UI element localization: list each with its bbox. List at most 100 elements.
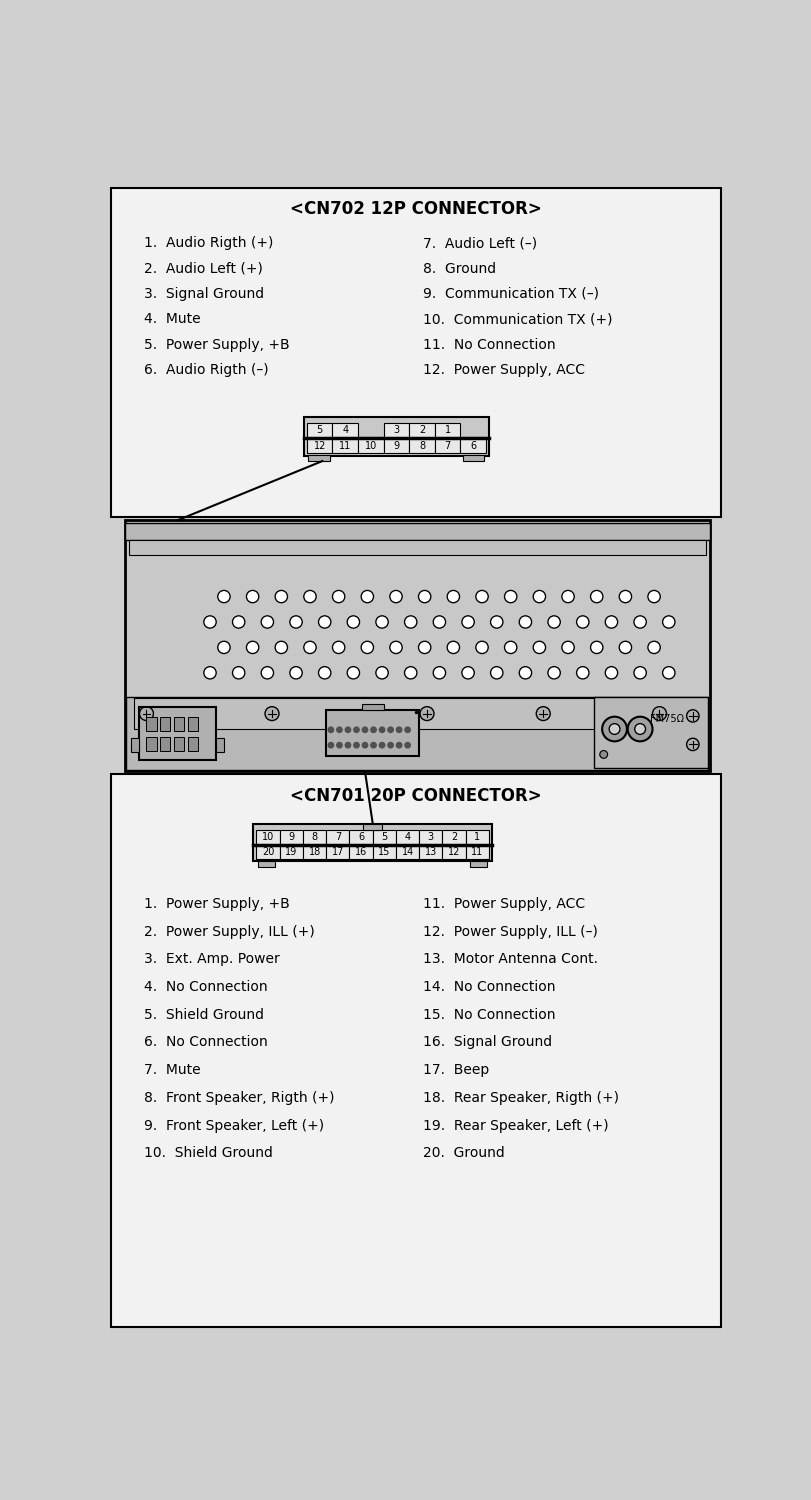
Circle shape [246, 640, 259, 654]
Circle shape [332, 640, 345, 654]
Circle shape [204, 616, 216, 628]
Text: 15: 15 [378, 847, 390, 856]
Bar [434, 423, 460, 438]
Bar [383, 423, 409, 438]
Text: 10: 10 [364, 441, 376, 450]
Circle shape [475, 640, 487, 654]
Bar [396, 830, 418, 844]
Circle shape [337, 742, 341, 748]
Bar [174, 717, 184, 730]
Bar [349, 830, 372, 844]
Circle shape [275, 640, 287, 654]
Circle shape [345, 728, 350, 732]
Circle shape [576, 616, 588, 628]
Circle shape [405, 742, 410, 748]
Text: 5: 5 [381, 833, 387, 842]
Circle shape [261, 666, 273, 680]
Text: 11: 11 [339, 441, 351, 450]
Text: 9: 9 [288, 833, 294, 842]
Text: 5.  Power Supply, +B: 5. Power Supply, +B [144, 338, 290, 352]
Circle shape [379, 728, 384, 732]
Bar [258, 861, 275, 867]
Circle shape [518, 616, 531, 628]
Circle shape [204, 666, 216, 680]
Text: 8.  Front Speaker, Rigth (+): 8. Front Speaker, Rigth (+) [144, 1090, 334, 1106]
Circle shape [419, 706, 433, 720]
Circle shape [432, 666, 445, 680]
Circle shape [217, 591, 230, 603]
Circle shape [275, 591, 287, 603]
Text: 18.  Rear Speaker, Rigth (+): 18. Rear Speaker, Rigth (+) [423, 1090, 618, 1106]
Bar [110, 188, 721, 518]
Bar [131, 738, 139, 752]
Text: 4: 4 [341, 426, 348, 435]
Text: 12.  Power Supply, ACC: 12. Power Supply, ACC [423, 363, 585, 376]
Text: 7.  Mute: 7. Mute [144, 1064, 200, 1077]
Circle shape [535, 706, 550, 720]
Bar [383, 438, 409, 453]
Circle shape [590, 591, 603, 603]
Text: 1: 1 [474, 833, 480, 842]
Circle shape [647, 640, 659, 654]
Text: <CN701 20P CONNECTOR>: <CN701 20P CONNECTOR> [290, 788, 542, 806]
Text: 11: 11 [470, 847, 483, 856]
Text: 8: 8 [311, 833, 317, 842]
Bar [188, 736, 198, 750]
Bar [307, 423, 332, 438]
Text: 5.  Shield Ground: 5. Shield Ground [144, 1008, 264, 1022]
Bar [110, 774, 721, 1328]
Circle shape [246, 591, 259, 603]
Circle shape [290, 616, 302, 628]
Circle shape [264, 706, 279, 720]
Circle shape [232, 616, 245, 628]
Bar [146, 717, 157, 730]
Text: 1: 1 [444, 426, 450, 435]
Text: 9.  Communication TX (–): 9. Communication TX (–) [423, 286, 599, 302]
Circle shape [404, 666, 416, 680]
Text: 6: 6 [470, 441, 475, 450]
Bar [326, 844, 349, 859]
Text: 1.  Audio Rigth (+): 1. Audio Rigth (+) [144, 236, 273, 250]
Bar [253, 825, 491, 861]
Text: 3.  Ext. Amp. Power: 3. Ext. Amp. Power [144, 952, 280, 966]
Bar [349, 844, 372, 859]
Circle shape [389, 640, 401, 654]
Bar [470, 861, 487, 867]
Circle shape [490, 666, 502, 680]
Bar [362, 704, 383, 710]
Text: 7: 7 [334, 833, 341, 842]
Text: 9: 9 [393, 441, 399, 450]
Text: <CN702 12P CONNECTOR>: <CN702 12P CONNECTOR> [290, 201, 542, 219]
Text: 6.  Audio Rigth (–): 6. Audio Rigth (–) [144, 363, 268, 376]
Circle shape [604, 666, 617, 680]
Circle shape [662, 666, 674, 680]
Text: 17.  Beep: 17. Beep [423, 1064, 489, 1077]
Bar [280, 830, 303, 844]
Bar [466, 830, 488, 844]
Bar [161, 736, 170, 750]
Circle shape [619, 640, 631, 654]
Text: 16: 16 [354, 847, 367, 856]
Circle shape [361, 591, 373, 603]
Circle shape [404, 616, 416, 628]
Text: 15.  No Connection: 15. No Connection [423, 1008, 555, 1022]
Bar [372, 830, 396, 844]
Circle shape [389, 591, 401, 603]
Circle shape [375, 666, 388, 680]
Circle shape [475, 591, 487, 603]
Bar [434, 438, 460, 453]
Circle shape [504, 591, 517, 603]
Circle shape [261, 616, 273, 628]
Circle shape [347, 616, 359, 628]
Text: 12: 12 [448, 847, 460, 856]
Circle shape [347, 666, 359, 680]
Bar [125, 522, 709, 540]
Text: 4: 4 [404, 833, 410, 842]
Circle shape [217, 640, 230, 654]
Bar [256, 844, 280, 859]
Circle shape [633, 616, 646, 628]
Circle shape [461, 616, 474, 628]
Bar [303, 830, 326, 844]
Text: 11.  No Connection: 11. No Connection [423, 338, 555, 352]
Text: 2: 2 [418, 426, 425, 435]
